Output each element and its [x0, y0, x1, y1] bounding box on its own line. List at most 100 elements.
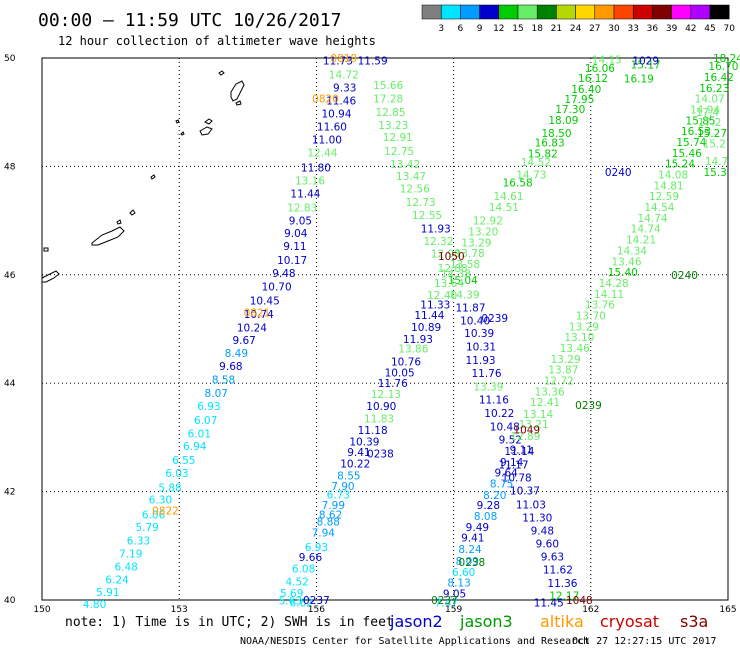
wave-height-label: 13.70: [576, 310, 606, 322]
wave-height-label: 11.80: [301, 162, 331, 174]
wave-height-label: 15.24: [665, 159, 695, 171]
footer-timestamp: Oct 27 12:27:15 UTC 2017: [572, 636, 717, 647]
wave-height-label: 11.16: [479, 394, 509, 406]
wave-height-label: 1050: [438, 251, 465, 263]
wave-height-label: 14.81: [654, 180, 684, 192]
axis-ticks: 150 153 156 159 162 165 40 42 44 46 48 50: [4, 54, 737, 615]
wave-height-label: 10.78: [502, 473, 532, 485]
wave-height-label: 11.73: [323, 56, 353, 68]
wave-height-label: 10.94: [321, 108, 351, 120]
wave-height-label: 13.42: [390, 159, 420, 171]
wave-height-label: 12.91: [383, 132, 413, 144]
wave-height-label: 7.94: [312, 527, 336, 539]
wave-height-label: 14.08: [658, 170, 688, 182]
wave-height-label: 8.13: [447, 578, 470, 590]
colorbar-label: 27: [589, 24, 600, 34]
wave-height-label: 15.46: [672, 148, 702, 160]
wave-height-label: 11.76: [378, 378, 408, 390]
wave-height-label: 6.24: [105, 574, 129, 586]
legend-cryosat: cryosat: [600, 612, 659, 631]
wave-height-label: 9.14: [500, 457, 524, 469]
wave-height-label: 10.22: [484, 408, 514, 420]
wave-height-label: 12.72: [544, 375, 574, 387]
wave-height-label: 9.66: [299, 552, 323, 564]
wave-height-label: 13.64: [434, 278, 464, 290]
wave-height-label: 10.48: [490, 422, 520, 434]
wave-height-label: 0238: [459, 557, 486, 569]
wave-height-label: 12.92: [473, 216, 503, 228]
wave-height-label: 14.21: [626, 235, 656, 247]
wave-height-label: 8.09: [456, 556, 479, 568]
wave-height-label: 18.50: [541, 128, 571, 140]
wave-height-label: 14.7: [705, 156, 728, 168]
wave-height-label: 13.86: [398, 344, 428, 356]
island-shape: [116, 219, 122, 225]
wave-height-label: 14.72: [329, 69, 359, 81]
wave-height-label: 9.04: [284, 228, 308, 240]
colorbar-swatch: [421, 4, 442, 20]
wave-height-label: 11.44: [414, 310, 444, 322]
wave-height-label: 6.62: [290, 598, 313, 610]
wave-height-label: 11.60: [317, 121, 347, 133]
wave-height-label: 6.93: [305, 542, 328, 554]
wave-height-label: 10.89: [411, 322, 441, 334]
colorbar-swatch: [652, 4, 672, 20]
wave-height-label: 14.52: [521, 157, 551, 169]
island-shape: [218, 70, 225, 76]
wave-height-label: 11.18: [358, 425, 388, 437]
wave-height-label: 12.89: [510, 431, 540, 443]
plot-frame: [41, 57, 729, 601]
wave-height-label: 15.82: [528, 148, 558, 160]
colorbar-label: 18: [531, 24, 543, 34]
wave-height-label: 16.23: [699, 83, 729, 95]
wave-height-label: 6.55: [172, 455, 195, 467]
footer-note: note: 1) Time is in UTC; 2) SWH is in fe…: [65, 615, 394, 630]
legend-altika: altika: [540, 612, 584, 631]
wave-height-label: 13.21: [519, 419, 549, 431]
wave-height-label: 12.59: [649, 191, 679, 203]
island-shape: [235, 100, 242, 106]
colorbar-swatch: [498, 4, 519, 20]
x-tick-label: 153: [171, 605, 188, 615]
wave-height-label: 14.34: [617, 245, 647, 257]
island-shape: [150, 174, 156, 180]
x-tick-label: 165: [719, 605, 736, 615]
wave-height-label: 13.36: [535, 386, 565, 398]
wave-height-label: 16.40: [571, 84, 601, 96]
wave-height-label: 5.63: [279, 596, 302, 608]
wave-height-label: 11.62: [543, 565, 573, 577]
wave-height-label: 13.47: [396, 171, 426, 183]
wave-height-label: 10.22: [340, 458, 370, 470]
wave-height-label: 16.58: [503, 178, 533, 190]
wave-height-label: 5.69: [280, 588, 303, 600]
colorbar-swatch: [690, 4, 711, 20]
wave-height-label: 17.2: [698, 117, 721, 129]
x-tick-label: 156: [308, 605, 325, 615]
wave-height-label: 0237: [431, 595, 458, 607]
wave-height-label: 0237: [303, 595, 330, 607]
wave-height-label: 11.45: [534, 598, 564, 610]
wave-height-label: 13.76: [585, 300, 615, 312]
island-shape: [129, 209, 136, 216]
wave-height-label: 9.05: [443, 588, 466, 600]
wave-height-label: 16.19: [624, 74, 654, 86]
wave-height-label: 13.16: [295, 175, 325, 187]
wave-height-label: 11.44: [290, 189, 320, 201]
wave-height-label: 11.93: [403, 334, 433, 346]
wave-height-label: 12.56: [400, 184, 430, 196]
island-shape: [41, 270, 60, 283]
chart-title: 00:00 – 11:59 UTC 10/26/2017: [38, 10, 341, 31]
data-points: 11.73 11.5914.729.3311.4610.9411.6011.001…: [83, 53, 740, 611]
wave-height-label: 14.61: [493, 191, 523, 203]
colorbar-swatch: [575, 4, 596, 20]
wave-height-label: 6.60: [452, 567, 475, 579]
wave-height-label: 10.31: [466, 341, 496, 353]
wave-height-label: 15.17: [631, 60, 661, 72]
wave-height-label: 17.95: [564, 94, 594, 106]
wave-height-label: 11.00: [312, 134, 342, 146]
wave-height-label: 6.08: [292, 564, 315, 576]
wave-height-label: 13.78: [455, 248, 485, 260]
wave-height-label: 14.74: [631, 224, 661, 236]
wave-height-label: 13.20: [468, 226, 498, 238]
